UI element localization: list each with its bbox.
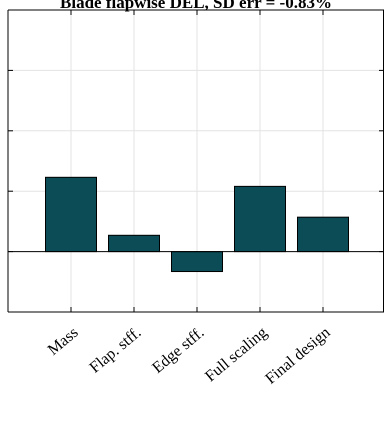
chart-title: Blade flapwise DEL, SD err = -0.83% [60, 0, 332, 12]
bar-flap-stff [108, 234, 160, 253]
x-tick-label-flap-stff: Flap. stff. [87, 324, 145, 377]
x-tick-label-mass: Mass [45, 324, 82, 359]
x-tick-label-edge-stff: Edge stff. [149, 324, 207, 377]
bar-full-scaling [234, 185, 286, 253]
bar-final-design [297, 216, 349, 253]
plot-area: Mass Flap. stff. Edge stff.Full scalingFin… [7, 9, 384, 388]
x-tick-label-final-design: Final design [262, 324, 333, 388]
x-tick-label-full-scaling: Full scaling [202, 324, 270, 385]
bar-edge-stff [171, 251, 223, 273]
bar-mass [45, 176, 97, 253]
